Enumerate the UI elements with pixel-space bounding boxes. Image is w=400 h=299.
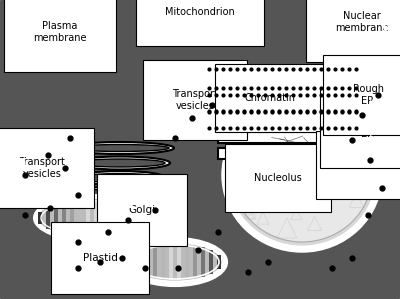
Ellipse shape	[48, 170, 62, 185]
Text: BIOL
POET: BIOL POET	[26, 166, 38, 174]
Ellipse shape	[227, 103, 377, 247]
Text: BIOL
POET: BIOL POET	[163, 106, 173, 114]
Bar	[86, 200, 90, 236]
Bar	[110, 202, 114, 234]
Text: Nucleus: Nucleus	[346, 160, 384, 170]
Polygon shape	[372, 173, 382, 183]
Ellipse shape	[162, 104, 174, 115]
Ellipse shape	[48, 198, 62, 213]
Ellipse shape	[162, 123, 174, 133]
Polygon shape	[370, 100, 382, 110]
Bar	[193, 246, 198, 278]
Ellipse shape	[232, 108, 372, 242]
Ellipse shape	[37, 198, 147, 238]
Bar	[209, 250, 214, 274]
Ellipse shape	[79, 186, 161, 200]
Bar	[78, 201, 82, 235]
Bar	[54, 205, 58, 231]
Bar	[129, 255, 134, 269]
Ellipse shape	[71, 144, 169, 152]
Bar	[218, 132, 356, 143]
Bar	[145, 247, 150, 277]
Text: Nuclear
membrane: Nuclear membrane	[335, 11, 389, 33]
Polygon shape	[195, 18, 205, 28]
Text: Plastid: Plastid	[82, 253, 118, 263]
Bar	[205, 115, 363, 126]
Text: Transport
vesicles: Transport vesicles	[172, 89, 218, 111]
Ellipse shape	[127, 242, 223, 282]
Text: BiologyasPoetry.com: BiologyasPoetry.com	[237, 74, 331, 83]
Ellipse shape	[22, 185, 42, 205]
Bar	[118, 203, 122, 233]
Text: BIOL
POET: BIOL POET	[163, 88, 173, 96]
Ellipse shape	[79, 173, 161, 182]
Ellipse shape	[24, 187, 40, 202]
Bar	[142, 212, 146, 224]
Ellipse shape	[84, 188, 156, 198]
Ellipse shape	[162, 86, 174, 97]
Ellipse shape	[74, 171, 166, 185]
Bar	[205, 98, 363, 109]
Text: Golgi: Golgi	[128, 205, 156, 215]
Ellipse shape	[160, 84, 176, 100]
Bar	[136, 250, 142, 274]
Text: Smooth
ER: Smooth ER	[349, 117, 387, 139]
Text: Mitochondrion: Mitochondrion	[165, 7, 235, 17]
Ellipse shape	[70, 156, 170, 170]
Text: Rough
ER: Rough ER	[352, 84, 384, 106]
Bar	[217, 255, 222, 269]
Polygon shape	[122, 195, 134, 208]
Bar	[126, 205, 130, 231]
Text: BIOL
POET: BIOL POET	[26, 191, 38, 199]
Text: BIOL
POET: BIOL POET	[49, 201, 61, 209]
Bar	[218, 148, 356, 159]
Bar	[102, 201, 106, 235]
Polygon shape	[370, 135, 382, 145]
Polygon shape	[15, 25, 25, 33]
Ellipse shape	[160, 102, 176, 118]
Ellipse shape	[90, 204, 150, 212]
Text: Nucleolus: Nucleolus	[254, 173, 302, 183]
Text: Plasma
membrane: Plasma membrane	[33, 21, 87, 43]
Ellipse shape	[75, 159, 165, 167]
Text: Chromatin: Chromatin	[244, 93, 296, 103]
Bar	[200, 247, 206, 277]
Bar	[160, 245, 166, 280]
Bar	[177, 244, 182, 280]
Polygon shape	[307, 178, 333, 196]
Bar	[46, 208, 50, 228]
Ellipse shape	[66, 142, 174, 154]
Bar	[185, 245, 190, 280]
Bar	[205, 72, 363, 86]
Text: BIOL
POET: BIOL POET	[49, 174, 61, 182]
Ellipse shape	[85, 202, 155, 214]
Ellipse shape	[24, 162, 40, 178]
Polygon shape	[380, 22, 390, 32]
Ellipse shape	[307, 177, 333, 197]
Bar	[38, 212, 42, 224]
Ellipse shape	[160, 120, 176, 136]
Polygon shape	[15, 157, 25, 167]
Bar	[62, 203, 66, 233]
Ellipse shape	[45, 195, 65, 215]
Bar	[134, 208, 138, 228]
Bar	[169, 244, 174, 280]
Text: BIOL
POET: BIOL POET	[163, 124, 173, 132]
Ellipse shape	[45, 168, 65, 188]
Text: Transport
vesicles: Transport vesicles	[19, 157, 65, 179]
Bar	[70, 202, 74, 234]
Bar	[94, 200, 98, 236]
Bar	[153, 246, 158, 278]
Ellipse shape	[22, 160, 42, 180]
